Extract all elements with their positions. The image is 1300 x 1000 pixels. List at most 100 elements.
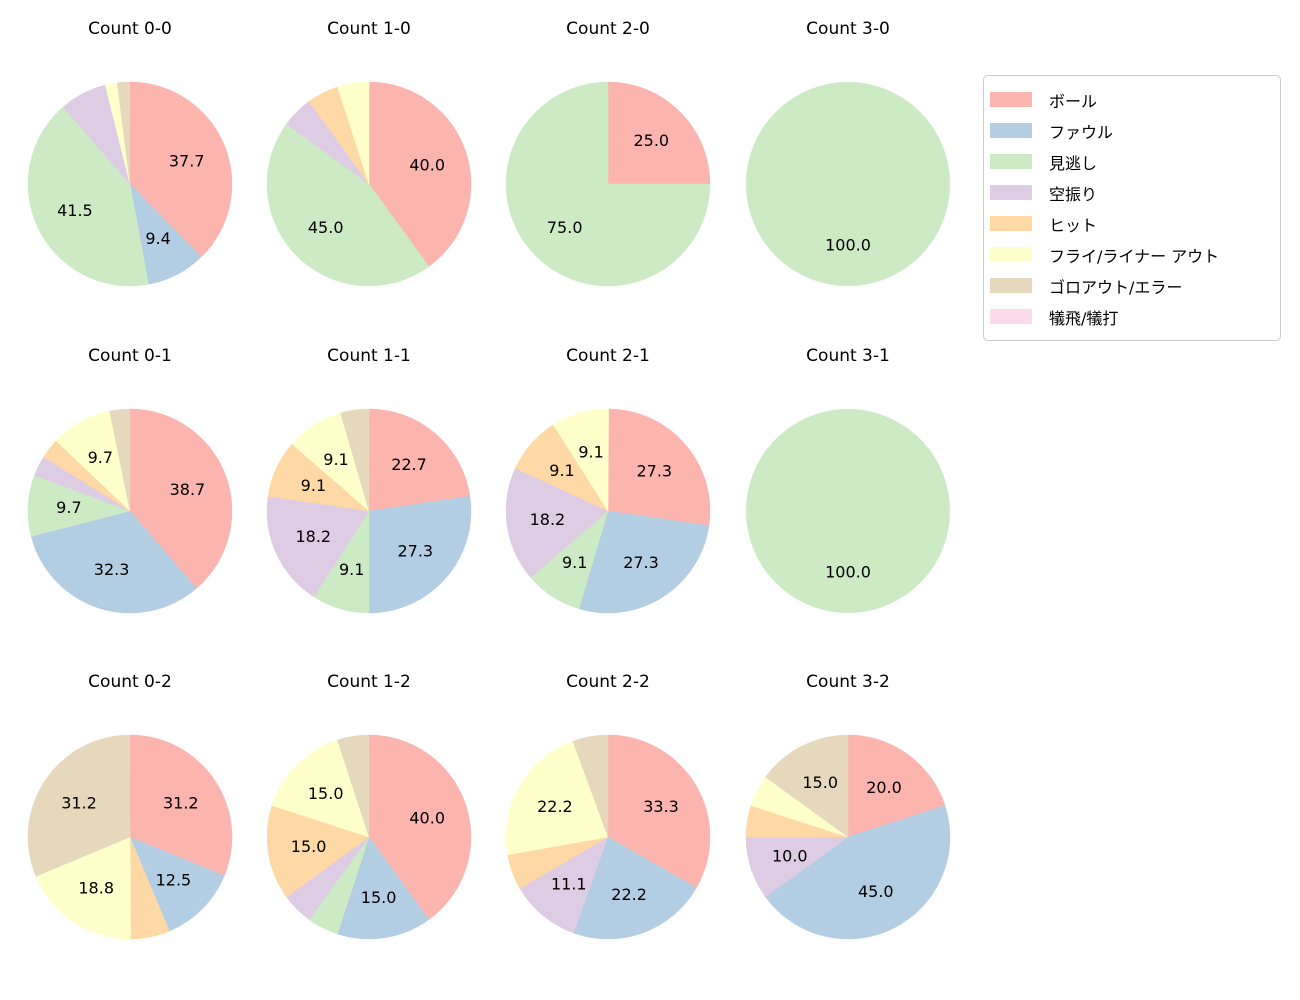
pie-slice — [505, 81, 711, 287]
pie-slice-label: 15.0 — [361, 888, 397, 907]
pie-slice — [129, 81, 233, 258]
pie-slice-label: 27.3 — [397, 542, 433, 561]
pie-chart: 25.0 75.0 — [505, 81, 711, 287]
pie-slice — [27, 106, 149, 287]
pie-slice — [266, 123, 430, 287]
chart-count-2-0: Count 2-0 25.0 75.0 — [503, 17, 713, 289]
legend-item: ファウル — [990, 115, 1270, 146]
legend-item: ゴロアウト/エラー — [990, 270, 1270, 301]
pie-slice — [573, 836, 697, 940]
pie-slice-label: 18.2 — [295, 527, 331, 546]
pie-chart: 22.7 27.3 9.1 18.2 9.1 9.1 — [266, 408, 472, 614]
legend-item: 犠飛/犠打 — [990, 301, 1270, 332]
chart-count-3-1: Count 3-1 100.0 — [743, 344, 953, 616]
legend-swatch — [990, 154, 1032, 169]
pie-slice — [271, 739, 370, 838]
chart-title: Count 0-1 — [88, 346, 172, 366]
legend-label: ヒット — [1049, 215, 1098, 235]
pie-slice-label: 9.7 — [88, 448, 113, 467]
chart-title: Count 2-0 — [566, 19, 650, 39]
pie-slice — [266, 496, 370, 598]
pie-slice-label: 33.3 — [643, 797, 679, 816]
pie-slice — [765, 805, 951, 940]
pie-slice-label: 31.2 — [61, 794, 97, 813]
pie-slice-label: 11.1 — [551, 875, 587, 894]
pie-slice-label: 40.0 — [409, 809, 445, 828]
legend-swatch — [990, 185, 1032, 200]
pie-slice-label: 9.1 — [578, 443, 603, 462]
chart-title: Count 3-0 — [806, 19, 890, 39]
pie-slice-label: 22.2 — [611, 885, 647, 904]
pie-slice-label: 9.7 — [56, 498, 81, 517]
pie-slice — [368, 496, 472, 614]
pie-slice-label: 9.4 — [145, 229, 170, 248]
legend-label: 空振り — [1049, 184, 1098, 204]
pie-slice-label: 27.3 — [623, 553, 659, 572]
pie-chart: 100.0 — [746, 409, 950, 613]
chart-title: Count 3-1 — [806, 346, 890, 366]
pie-slice — [129, 734, 233, 877]
legend-label: フライ/ライナー アウト — [1049, 246, 1220, 266]
pie-slice — [607, 81, 711, 185]
chart-title: Count 1-2 — [327, 672, 411, 692]
pie-slice — [35, 836, 131, 940]
pie-slice-label: 10.0 — [772, 846, 808, 865]
pie-slice-label: 22.7 — [391, 455, 427, 474]
pie-slice-label: 32.3 — [94, 560, 130, 579]
chart-title: Count 2-1 — [566, 346, 650, 366]
legend-swatch — [990, 92, 1032, 107]
chart-title: Count 2-2 — [566, 672, 650, 692]
pie-slice-label: 9.1 — [301, 476, 326, 495]
pie-chart: 20.0 45.0 10.0 15.0 — [745, 734, 951, 940]
pie-slice — [607, 734, 711, 889]
chart-title: Count 1-1 — [327, 346, 411, 366]
pie-chart: 37.7 9.4 41.5 — [27, 81, 233, 287]
pie-slice — [129, 836, 225, 932]
pie-slice-label: 45.0 — [308, 218, 344, 237]
chart-title: Count 0-0 — [88, 19, 172, 39]
pie-slice-label: 27.3 — [636, 462, 672, 481]
chart-count-3-0: Count 3-0 100.0 — [743, 17, 953, 289]
pie-slice-label: 20.0 — [866, 778, 902, 797]
pie-slice-label: 38.7 — [170, 480, 206, 499]
pie-slice-label: 18.2 — [530, 510, 566, 529]
pie-slice — [116, 81, 131, 185]
pie-slice-label: 9.1 — [562, 553, 587, 572]
legend-swatch — [990, 309, 1032, 324]
legend-label: ゴロアウト/エラー — [1049, 277, 1183, 297]
legend-swatch — [990, 247, 1032, 262]
pie-chart: 40.0 15.0 15.0 15.0 — [266, 734, 472, 940]
pie-slice — [746, 82, 950, 286]
pie-chart: 100.0 — [746, 82, 950, 286]
pie-slice-label: 15.0 — [291, 837, 327, 856]
chart-count-1-2: Count 1-2 40.0 15.0 15.0 15.0 — [264, 670, 474, 942]
pie-chart: 33.3 22.2 11.1 22.2 — [505, 734, 711, 940]
legend-label: ボール — [1049, 91, 1098, 111]
legend-label: ファウル — [1049, 122, 1114, 142]
legend-label: 見逃し — [1049, 153, 1098, 173]
legend-item: 見逃し — [990, 146, 1270, 177]
pie-slice — [746, 409, 950, 613]
pie-slice-label: 31.2 — [163, 793, 199, 812]
pie-slice-label: 37.7 — [169, 151, 205, 170]
legend-item: 空振り — [990, 177, 1270, 208]
pie-slice — [340, 408, 370, 512]
pie-slice-label: 100.0 — [825, 236, 871, 255]
pie-chart: 31.2 12.5 18.8 31.2 — [27, 734, 233, 940]
pie-slice-label: 75.0 — [547, 218, 583, 237]
pie-slice — [505, 467, 609, 578]
chart-title: Count 1-0 — [327, 19, 411, 39]
pie-slice-label: 100.0 — [825, 563, 871, 582]
pie-slice-label: 18.8 — [78, 879, 114, 898]
pie-slice — [572, 734, 609, 838]
legend-item: ボール — [990, 84, 1270, 115]
pie-slice-label: 9.1 — [549, 461, 574, 480]
pie-slice — [337, 734, 370, 838]
pie-slice-label: 40.0 — [409, 156, 445, 175]
chart-count-1-0: Count 1-0 40.0 45.0 — [264, 17, 474, 289]
pie-slice-label: 15.0 — [308, 784, 344, 803]
pie-chart: 40.0 45.0 — [266, 81, 472, 287]
pie-chart: 38.7 32.3 9.7 9.7 — [27, 408, 233, 614]
pie-slice — [30, 510, 197, 614]
